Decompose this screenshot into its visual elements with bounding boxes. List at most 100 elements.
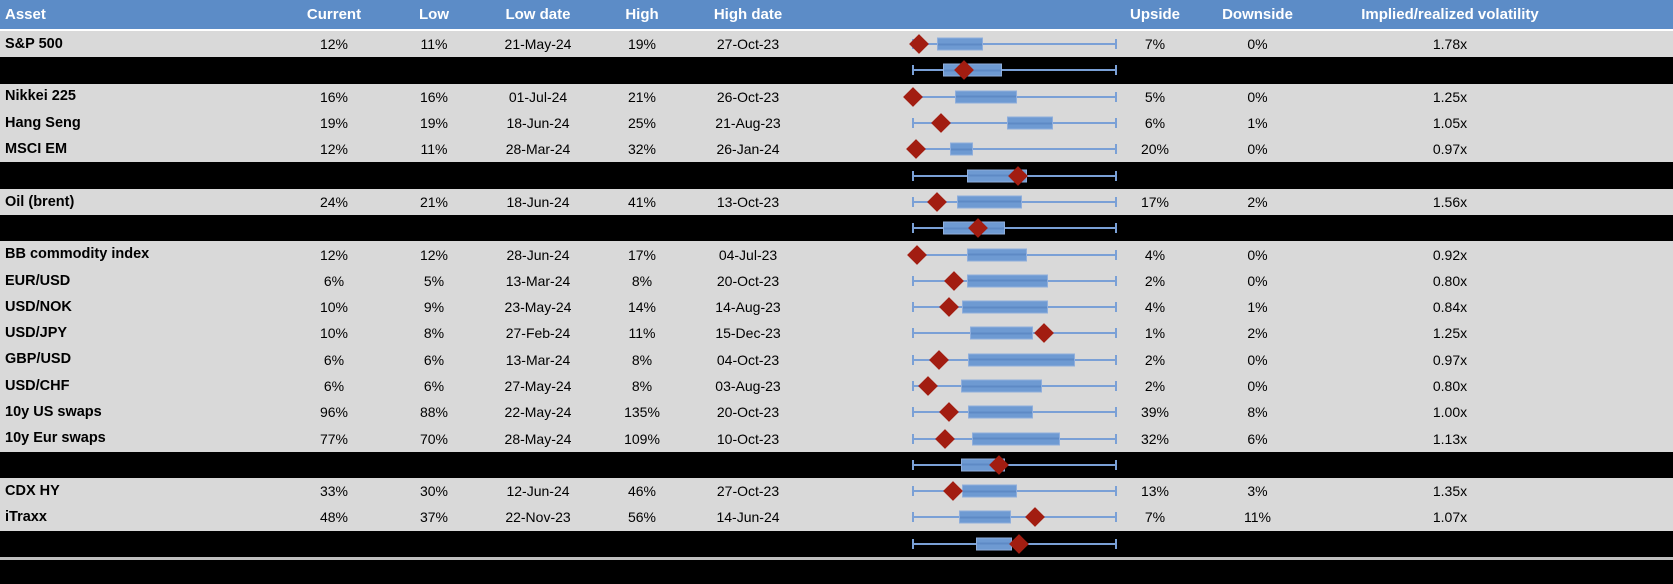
cell-high: 11% (628, 325, 656, 342)
cell-upside: 4% (1144, 246, 1166, 263)
cell-low: 11% (420, 141, 448, 158)
column-header-downside: Downside (1222, 6, 1293, 23)
whisker-tick-left (912, 512, 914, 523)
whisker-line (913, 463, 1116, 466)
table-row: iTraxx 48% 37% 22-Nov-23 56% 14-Jun-24 7% 11% 1.… (0, 504, 1673, 531)
whisker-tick-right (1115, 407, 1117, 418)
boxplot (912, 162, 1117, 188)
cell-low: 30% (419, 483, 449, 500)
cell-low: 70% (419, 430, 449, 447)
whisker-tick-right (1115, 486, 1117, 497)
whisker-line (913, 69, 1116, 72)
whisker-tick-right (1115, 65, 1117, 76)
boxplot (912, 189, 1117, 215)
table-row: Nikkei 225 16% 16% 01-Jul-24 21% 26-Oct-23 5% 0… (0, 83, 1673, 110)
cell-asset: S&P 500 (5, 35, 63, 52)
boxplot (912, 268, 1117, 294)
boxplot-cell (798, 162, 1125, 188)
cell-downside: 2% (1247, 193, 1268, 210)
cell-high_date: 13-Oct-23 (716, 193, 780, 210)
current-marker-diamond (903, 86, 923, 107)
cell-implied_realized: 1.07x (1432, 509, 1468, 526)
whisker-tick-left (912, 486, 914, 497)
box (961, 300, 1048, 314)
column-header-chart (798, 0, 1125, 29)
cell-implied_realized: 1.05x (1432, 115, 1468, 132)
cell-high_date: 27-Oct-23 (716, 36, 780, 53)
divider-line (0, 556, 1673, 560)
whisker-tick-right (1115, 538, 1117, 549)
cell-downside: 8% (1247, 404, 1268, 421)
whisker-tick-left (912, 381, 914, 391)
cell-low_date: 22-May-24 (504, 404, 572, 421)
whisker-tick-right (1115, 512, 1117, 523)
cell-downside: 6% (1247, 430, 1268, 447)
cell-current: 10% (319, 299, 349, 316)
box (966, 248, 1028, 262)
cell-downside: 1% (1247, 299, 1268, 316)
current-marker-diamond (1034, 323, 1054, 344)
cell-high_date: 15-Dec-23 (715, 325, 781, 342)
boxplot-cell (798, 425, 1125, 451)
boxplot-cell (798, 241, 1125, 267)
cell-downside: 3% (1247, 483, 1268, 500)
cell-high: 19% (627, 36, 657, 53)
cell-high: 135% (624, 404, 660, 421)
table-row: USD/NOK 10% 9% 23-May-24 14% 14-Aug-23 4% 1% 0.8… (0, 293, 1673, 321)
box-midline (950, 148, 973, 151)
cell-low_date: 21-May-24 (504, 36, 572, 53)
cell-high_date: 26-Oct-23 (716, 88, 780, 105)
boxplot-cell (798, 294, 1125, 320)
whisker-tick-right (1115, 170, 1117, 181)
cell-low: 88% (419, 404, 449, 421)
cell-high_date: 10-Oct-23 (716, 430, 780, 447)
boxplot (903, 84, 1117, 110)
cell-implied_realized: 0.97x (1432, 141, 1468, 158)
cell-asset: CDX HY (5, 482, 60, 499)
cell-high: 21% (627, 88, 657, 105)
column-header-implied-realized: Implied/realized volatility (1361, 6, 1539, 23)
cell-high: 8% (631, 378, 653, 394)
cell-downside: 0% (1247, 141, 1268, 158)
cell-low: 19% (419, 115, 449, 132)
boxplot (912, 294, 1117, 320)
cell-low_date: 28-May-24 (504, 430, 572, 447)
cell-current: 24% (319, 193, 349, 210)
cell-low_date: 28-Jun-24 (506, 246, 570, 263)
cell-high: 41% (627, 193, 657, 210)
cell-low_date: 23-May-24 (504, 299, 572, 316)
whisker-tick-right (1115, 39, 1117, 50)
column-header-high: High (625, 6, 659, 23)
table-row: Hang Seng 19% 19% 18-Jun-24 25% 21-Aug-23 6% 1%… (0, 109, 1673, 137)
cell-high: 46% (627, 483, 657, 500)
whisker-tick-right (1115, 275, 1117, 286)
cell-high: 14% (627, 299, 657, 316)
cell-low: 9% (423, 299, 445, 316)
cell-current: 12% (319, 141, 349, 158)
box-midline (967, 279, 1047, 282)
box (959, 510, 1012, 524)
cell-implied_realized: 1.13x (1432, 430, 1468, 447)
cell-high: 32% (627, 141, 657, 158)
whisker-tick-right (1115, 381, 1117, 391)
boxplot-cell (798, 57, 1125, 83)
current-marker-diamond (907, 244, 927, 265)
cell-high_date: 26-Jan-24 (716, 141, 780, 158)
box-midline (958, 200, 1021, 203)
cell-low_date: 13-Mar-24 (505, 272, 571, 289)
whisker-tick-right (1115, 328, 1117, 339)
whisker-tick-left (912, 433, 914, 444)
cell-implied_realized: 1.25x (1432, 325, 1468, 342)
boxplot (907, 241, 1117, 267)
cell-current: 6% (323, 351, 345, 368)
boxplot-cell (798, 504, 1125, 530)
cell-high_date: 14-Aug-23 (715, 299, 781, 316)
whisker-tick-left (912, 65, 914, 76)
cell-low: 5% (423, 272, 445, 289)
cell-low_date: 13-Mar-24 (505, 351, 571, 368)
boxplot-cell (798, 84, 1125, 110)
whisker-tick-left (912, 302, 914, 313)
boxplot (912, 347, 1117, 373)
column-header-upside: Upside (1129, 6, 1180, 23)
cell-downside: 0% (1247, 272, 1268, 289)
